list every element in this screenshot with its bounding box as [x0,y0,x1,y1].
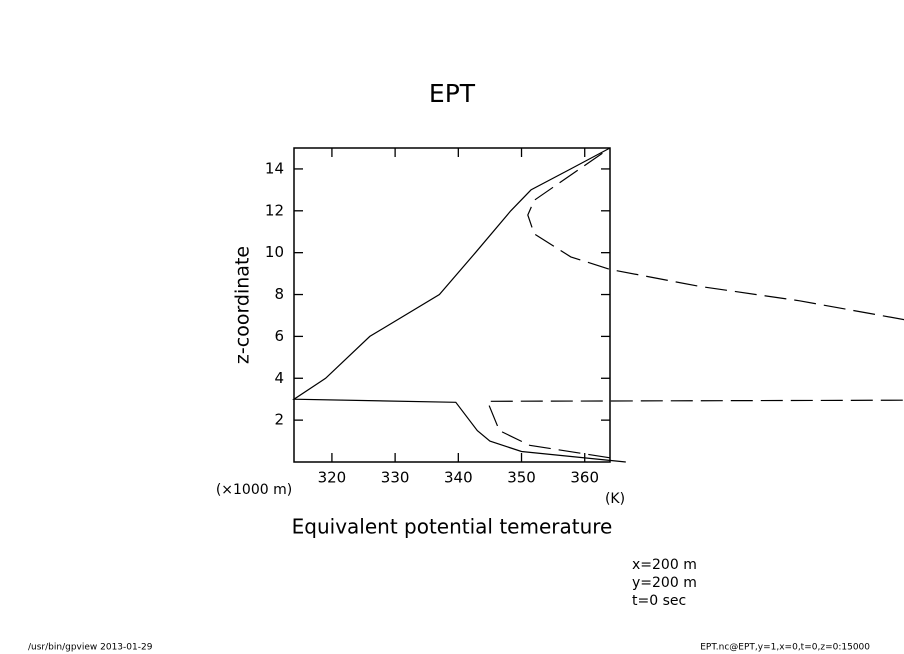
x-tick-label: 340 [444,469,473,487]
footer: /usr/bin/gpview 2013-01-29 [28,643,153,653]
x-tick-label: 320 [318,469,347,487]
annotation: x=200 m [632,557,697,573]
y-unit: (×1000 m) [216,482,292,498]
x-tick-label: 360 [570,469,599,487]
x-tick-label: 350 [507,469,536,487]
x-unit: (K) [605,491,625,507]
annotation: t=0 sec [632,593,686,609]
y-axis-label: z-coordinate [232,246,254,364]
y-tick-label: 12 [265,201,284,219]
annotation: y=200 m [632,575,697,591]
plot-frame [293,147,611,463]
y-tick-label: 6 [274,327,284,345]
y-tick-label: 2 [274,411,284,429]
y-tick-label: 14 [265,159,284,177]
x-axis-label: Equivalent potential temerature [292,515,613,539]
x-tick-label: 330 [381,469,410,487]
y-tick-label: 8 [274,285,284,303]
y-tick-label: 4 [274,369,284,387]
chart-title: EPT [429,79,476,108]
y-tick-label: 10 [265,243,284,261]
profile-line [292,147,626,463]
footer: EPT.nc@EPT,y=1,x=0,t=0,z=0:15000 [700,643,870,653]
profile-line [486,147,904,459]
